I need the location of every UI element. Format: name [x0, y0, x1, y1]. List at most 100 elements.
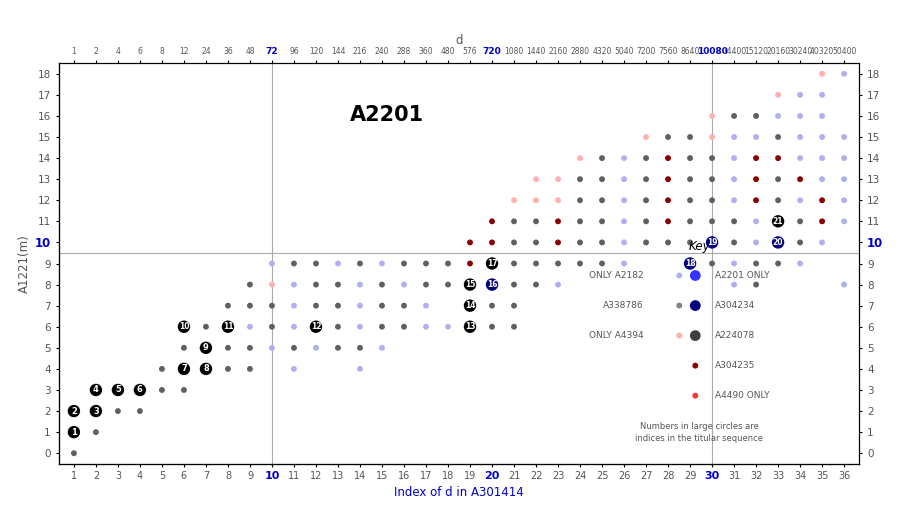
Text: ONLY A2182: ONLY A2182	[589, 271, 644, 280]
Point	[67, 449, 81, 457]
Point	[749, 280, 763, 289]
Text: 18: 18	[685, 259, 696, 268]
Point	[814, 112, 829, 120]
Point	[507, 217, 521, 226]
Point	[595, 217, 609, 226]
Text: 16: 16	[487, 280, 498, 289]
Point	[551, 280, 565, 289]
Point	[62, 441, 77, 449]
Text: 4: 4	[93, 385, 99, 395]
Point	[837, 280, 851, 289]
Text: A304234: A304234	[716, 301, 756, 310]
Text: A2201 ONLY: A2201 ONLY	[716, 271, 770, 280]
Point	[67, 428, 81, 436]
Point	[418, 280, 433, 289]
Point	[749, 154, 763, 162]
Text: 19: 19	[706, 238, 717, 247]
Point	[749, 133, 763, 141]
Point	[62, 442, 77, 451]
Point	[243, 365, 257, 373]
Point	[529, 280, 544, 289]
Point	[639, 238, 653, 247]
Text: A338786: A338786	[603, 301, 643, 310]
Point	[485, 301, 500, 310]
Point	[793, 196, 807, 204]
Point	[595, 238, 609, 247]
Point	[199, 323, 213, 331]
Point	[705, 112, 719, 120]
Point	[683, 238, 698, 247]
Point	[67, 407, 81, 415]
Point	[374, 301, 389, 310]
Point	[595, 154, 609, 162]
Point	[463, 323, 477, 331]
Point	[507, 323, 521, 331]
Point	[639, 217, 653, 226]
Point	[243, 301, 257, 310]
Text: 17: 17	[487, 259, 498, 268]
Text: 14: 14	[464, 301, 475, 310]
Point	[353, 259, 367, 268]
Point	[771, 91, 786, 99]
Point	[661, 154, 675, 162]
Point	[771, 217, 786, 226]
Point	[287, 323, 302, 331]
Point	[309, 301, 323, 310]
Point	[661, 196, 675, 204]
Point	[727, 280, 742, 289]
Point	[441, 323, 455, 331]
Point	[485, 323, 500, 331]
Point	[199, 365, 213, 373]
X-axis label: Index of d in A301414: Index of d in A301414	[394, 485, 524, 499]
Point	[331, 323, 346, 331]
Point	[89, 386, 104, 394]
Point	[287, 280, 302, 289]
Point	[374, 280, 389, 289]
Point	[507, 238, 521, 247]
Point	[463, 259, 477, 268]
Point	[155, 386, 169, 394]
Point	[485, 217, 500, 226]
Text: 12: 12	[310, 322, 321, 331]
Point	[353, 344, 367, 352]
Point	[727, 175, 742, 183]
Point	[727, 112, 742, 120]
Point	[507, 280, 521, 289]
Point	[814, 133, 829, 141]
Point	[727, 217, 742, 226]
Point	[507, 301, 521, 310]
Y-axis label: A1221(m): A1221(m)	[17, 234, 31, 293]
Point	[441, 259, 455, 268]
Point	[331, 259, 346, 268]
Point	[814, 91, 829, 99]
Point	[463, 238, 477, 247]
Point	[616, 196, 631, 204]
Point	[572, 196, 587, 204]
Point	[397, 259, 411, 268]
Point	[683, 217, 698, 226]
Point	[639, 175, 653, 183]
Point	[551, 259, 565, 268]
Point	[507, 259, 521, 268]
Point	[529, 217, 544, 226]
Point	[155, 365, 169, 373]
Point	[771, 133, 786, 141]
Point	[793, 217, 807, 226]
Point	[814, 217, 829, 226]
Point	[771, 259, 786, 268]
Point	[616, 154, 631, 162]
Point	[220, 301, 235, 310]
Point	[287, 259, 302, 268]
Point	[749, 112, 763, 120]
Point	[62, 442, 77, 451]
Point	[616, 175, 631, 183]
Point	[793, 238, 807, 247]
X-axis label: d: d	[455, 34, 463, 47]
Point	[418, 259, 433, 268]
Point	[132, 407, 147, 415]
Text: 8: 8	[203, 364, 209, 374]
Text: 1: 1	[71, 427, 76, 437]
Text: 6: 6	[137, 385, 143, 395]
Point	[661, 217, 675, 226]
Point	[418, 323, 433, 331]
